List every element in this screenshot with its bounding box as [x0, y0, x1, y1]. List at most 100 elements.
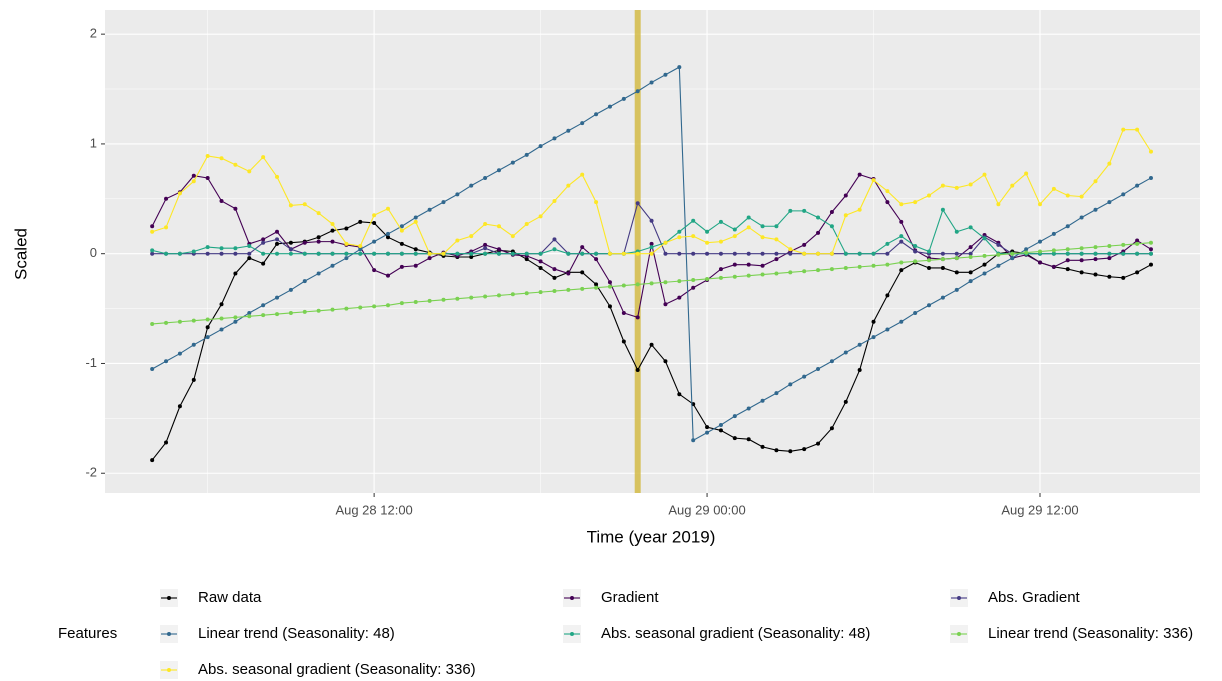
- point: [1121, 127, 1126, 132]
- point: [275, 241, 280, 246]
- point: [843, 399, 848, 404]
- point: [233, 162, 238, 167]
- point: [760, 224, 765, 229]
- point: [996, 242, 1001, 247]
- point: [691, 278, 696, 283]
- point: [1093, 245, 1098, 250]
- point: [1038, 260, 1043, 265]
- point: [1038, 202, 1043, 207]
- point: [1121, 251, 1126, 256]
- point: [1051, 186, 1056, 191]
- point: [899, 260, 904, 265]
- point: [302, 251, 307, 256]
- point: [1107, 251, 1112, 256]
- point: [219, 316, 224, 321]
- point: [1051, 248, 1056, 253]
- point: [718, 422, 723, 427]
- point: [496, 168, 501, 173]
- point: [885, 189, 890, 194]
- point: [649, 251, 654, 256]
- point: [913, 259, 918, 264]
- point: [774, 251, 779, 256]
- point: [996, 252, 1001, 257]
- point: [954, 287, 959, 292]
- point: [538, 214, 543, 219]
- point: [552, 237, 557, 242]
- point: [1093, 179, 1098, 184]
- point: [483, 251, 488, 256]
- point: [205, 153, 210, 158]
- point: [954, 229, 959, 234]
- point: [441, 200, 446, 205]
- point: [1135, 251, 1140, 256]
- point: [1148, 175, 1153, 180]
- point: [261, 313, 266, 318]
- point: [164, 251, 169, 256]
- point: [469, 234, 474, 239]
- point: [330, 222, 335, 227]
- point: [330, 251, 335, 256]
- point: [802, 447, 807, 452]
- point: [580, 286, 585, 291]
- point: [871, 335, 876, 340]
- point: [385, 231, 390, 236]
- point: [552, 136, 557, 141]
- point: [427, 256, 432, 261]
- point: [954, 185, 959, 190]
- point: [1135, 241, 1140, 246]
- point: [524, 251, 529, 256]
- point: [649, 218, 654, 223]
- point: [649, 80, 654, 85]
- point: [982, 236, 987, 241]
- point: [691, 234, 696, 239]
- point: [413, 263, 418, 268]
- point: [677, 229, 682, 234]
- point: [746, 251, 751, 256]
- point: [649, 245, 654, 250]
- point: [635, 251, 640, 256]
- point: [275, 295, 280, 300]
- point: [385, 206, 390, 211]
- point: [594, 200, 599, 205]
- point: [413, 247, 418, 252]
- point: [663, 251, 668, 256]
- point: [469, 254, 474, 259]
- point: [1065, 251, 1070, 256]
- point: [788, 247, 793, 252]
- point: [621, 283, 626, 288]
- point: [1135, 127, 1140, 132]
- point: [441, 297, 446, 302]
- legend-label: Abs. seasonal gradient (Seasonality: 336…: [198, 661, 476, 678]
- legend-label: Gradient: [601, 589, 659, 606]
- point: [1107, 161, 1112, 166]
- point: [954, 256, 959, 261]
- legend-swatch-point: [570, 632, 574, 636]
- point: [594, 282, 599, 287]
- point: [483, 222, 488, 227]
- point: [191, 173, 196, 178]
- point: [413, 299, 418, 304]
- point: [968, 245, 973, 250]
- point: [829, 224, 834, 229]
- point: [788, 382, 793, 387]
- point: [788, 270, 793, 275]
- point: [802, 208, 807, 213]
- point: [829, 251, 834, 256]
- point: [385, 273, 390, 278]
- point: [663, 240, 668, 245]
- point: [899, 219, 904, 224]
- point: [344, 256, 349, 261]
- point: [164, 320, 169, 325]
- point: [718, 428, 723, 433]
- point: [1024, 250, 1029, 255]
- point: [829, 426, 834, 431]
- point: [538, 251, 543, 256]
- point: [1010, 251, 1015, 256]
- point: [594, 285, 599, 290]
- point: [913, 249, 918, 254]
- series: [150, 127, 1153, 256]
- point: [524, 152, 529, 157]
- point: [385, 235, 390, 240]
- point: [469, 251, 474, 256]
- legend-label: Linear trend (Seasonality: 336): [988, 625, 1193, 642]
